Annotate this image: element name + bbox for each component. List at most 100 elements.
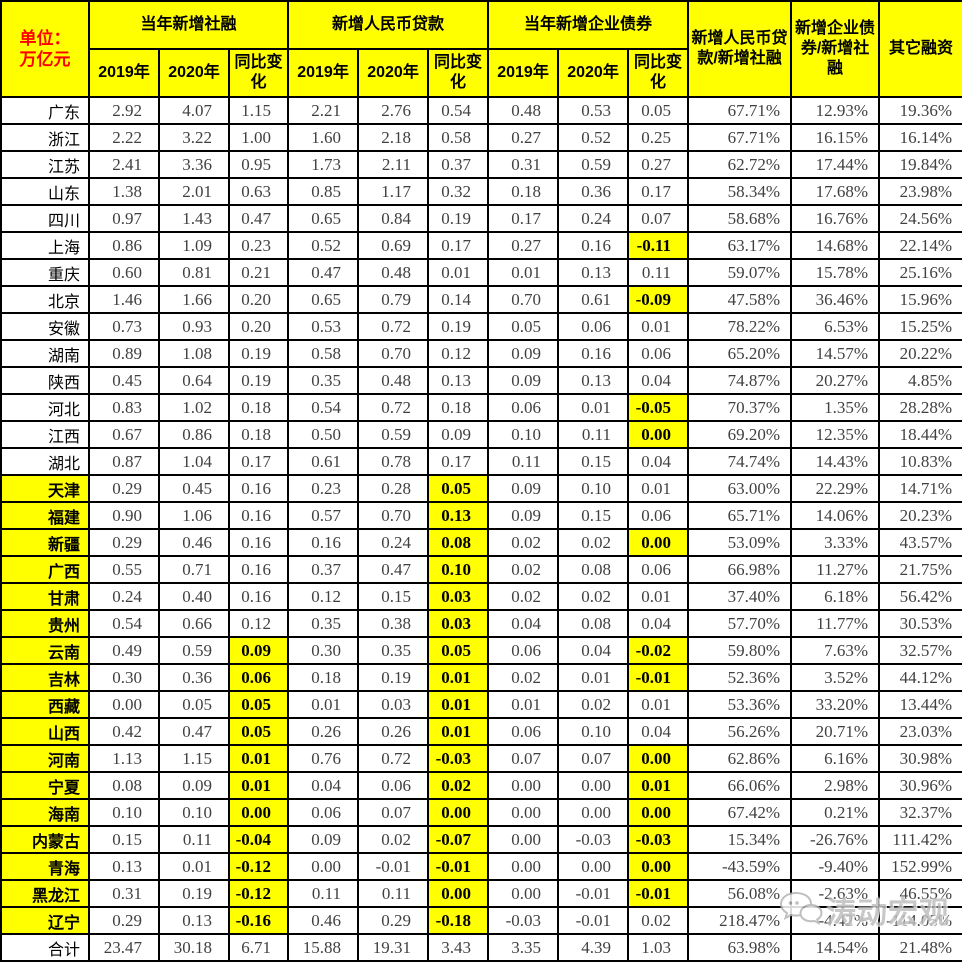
value-cell: 0.02 [557, 690, 630, 719]
value-cell: 67.71% [687, 96, 793, 125]
value-cell: 17.68% [790, 177, 881, 206]
value-cell: 2.76 [357, 96, 430, 125]
value-cell: 0.00 [627, 744, 690, 773]
value-cell: 14.68% [790, 231, 881, 260]
value-cell: 0.06 [357, 771, 430, 800]
value-cell: 0.19 [227, 366, 290, 395]
value-cell: 0.00 [627, 852, 690, 881]
value-cell: 0.14 [427, 285, 490, 314]
value-cell: 0.00 [487, 879, 560, 908]
value-cell: 0.01 [287, 690, 360, 719]
table-row: 浙江 2.22 3.22 1.00 1.60 2.18 0.58 0.27 0.52 0.25 67… [0, 123, 962, 152]
value-cell: 0.15 [357, 582, 430, 611]
value-cell: 0.00 [627, 420, 690, 449]
table-row: 辽宁 0.29 0.13 -0.16 0.46 0.29 -0.18 -0.03 -0.01 0.… [0, 906, 962, 935]
value-cell: 0.11 [627, 258, 690, 287]
value-cell: 33.20% [790, 690, 881, 719]
value-cell: 3.36 [158, 150, 230, 179]
table-row: 陕西 0.45 0.64 0.19 0.35 0.48 0.13 0.09 0.13 0.04 74… [0, 366, 962, 395]
value-cell: 0.05 [427, 636, 490, 665]
value-cell: 0.16 [227, 555, 290, 584]
value-cell: 0.52 [557, 123, 630, 152]
value-cell: 14.71% [878, 474, 962, 503]
value-cell: 0.07 [627, 204, 690, 233]
value-cell: 30.53% [878, 609, 962, 638]
value-cell: 0.29 [357, 906, 430, 935]
value-cell: 2.41 [88, 150, 160, 179]
value-cell: 0.06 [487, 717, 560, 746]
value-cell: 0.55 [88, 555, 160, 584]
province-cell: 广东 [0, 96, 90, 125]
subheader-yoy-change: 同比变化 [427, 48, 490, 98]
value-cell: 0.26 [287, 717, 360, 746]
subheader-yoy-change: 同比变化 [227, 48, 290, 98]
value-cell: 0.01 [627, 582, 690, 611]
province-cell: 贵州 [0, 609, 90, 638]
value-cell: 2.98% [790, 771, 881, 800]
value-cell: 1.15 [227, 96, 290, 125]
value-cell: 0.19 [357, 663, 430, 692]
value-cell: 0.02 [427, 771, 490, 800]
value-cell: 66.06% [687, 771, 793, 800]
table-row: 四川 0.97 1.43 0.47 0.65 0.84 0.19 0.17 0.24 0.07 58… [0, 204, 962, 233]
value-cell: 0.04 [627, 609, 690, 638]
table-row: 山西 0.42 0.47 0.05 0.26 0.26 0.01 0.06 0.10 0.04 56… [0, 717, 962, 746]
value-cell: 0.70 [487, 285, 560, 314]
header-other-financing: 其它融资 [878, 0, 962, 98]
value-cell: 0.59 [557, 150, 630, 179]
value-cell: 0.45 [88, 366, 160, 395]
value-cell: 0.89 [88, 339, 160, 368]
value-cell: 12.35% [790, 420, 881, 449]
table-row: 西藏 0.00 0.05 0.05 0.01 0.03 0.01 0.01 0.02 0.01 53… [0, 690, 962, 719]
table-row: 安徽 0.73 0.93 0.20 0.53 0.72 0.19 0.05 0.06 0.01 78… [0, 312, 962, 341]
value-cell: -0.03 [557, 825, 630, 854]
value-cell: 0.52 [287, 231, 360, 260]
province-cell: 新疆 [0, 528, 90, 557]
value-cell: 0.05 [487, 312, 560, 341]
value-cell: 0.46 [158, 528, 230, 557]
value-cell: 0.16 [227, 501, 290, 530]
value-cell: 6.18% [790, 582, 881, 611]
value-cell: 0.48 [487, 96, 560, 125]
value-cell: 0.67 [88, 420, 160, 449]
value-cell: 0.06 [627, 501, 690, 530]
value-cell: 0.57 [287, 501, 360, 530]
subheader-2020: 2020年 [158, 48, 230, 98]
value-cell: 25.16% [878, 258, 962, 287]
value-cell: 0.09 [287, 825, 360, 854]
province-cell: 四川 [0, 204, 90, 233]
value-cell: 1.15 [158, 744, 230, 773]
value-cell: 0.16 [557, 339, 630, 368]
header-bond-ratio: 新增企业债券/新增社融 [790, 0, 881, 98]
value-cell: 0.12 [287, 582, 360, 611]
value-cell: 0.03 [427, 609, 490, 638]
value-cell: 0.04 [287, 771, 360, 800]
province-cell: 湖北 [0, 447, 90, 476]
value-cell: -43.59% [687, 852, 793, 881]
unit-label: 单位： 万亿元 [0, 0, 90, 98]
table-row: 吉林 0.30 0.36 0.06 0.18 0.19 0.01 0.02 0.01 -0.01 5… [0, 663, 962, 692]
value-cell: 1.04 [158, 447, 230, 476]
value-cell: 1.43 [158, 204, 230, 233]
value-cell: 0.05 [227, 690, 290, 719]
province-cell: 黑龙江 [0, 879, 90, 908]
value-cell: 0.32 [427, 177, 490, 206]
province-cell: 合计 [0, 933, 90, 962]
value-cell: 15.78% [790, 258, 881, 287]
province-cell: 重庆 [0, 258, 90, 287]
value-cell: -0.11 [627, 231, 690, 260]
value-cell: 0.63 [227, 177, 290, 206]
value-cell: 36.46% [790, 285, 881, 314]
value-cell: 0.04 [627, 447, 690, 476]
value-cell: 56.26% [687, 717, 793, 746]
value-cell: 0.19 [227, 339, 290, 368]
value-cell: 19.84% [878, 150, 962, 179]
value-cell: 1.60 [287, 123, 360, 152]
value-cell: 0.65 [287, 204, 360, 233]
value-cell: 65.20% [687, 339, 793, 368]
value-cell: 2.22 [88, 123, 160, 152]
table-row: 新疆 0.29 0.46 0.16 0.16 0.24 0.08 0.02 0.02 0.00 53… [0, 528, 962, 557]
value-cell: 0.78 [357, 447, 430, 476]
value-cell: 0.47 [158, 717, 230, 746]
value-cell: 0.00 [557, 798, 630, 827]
